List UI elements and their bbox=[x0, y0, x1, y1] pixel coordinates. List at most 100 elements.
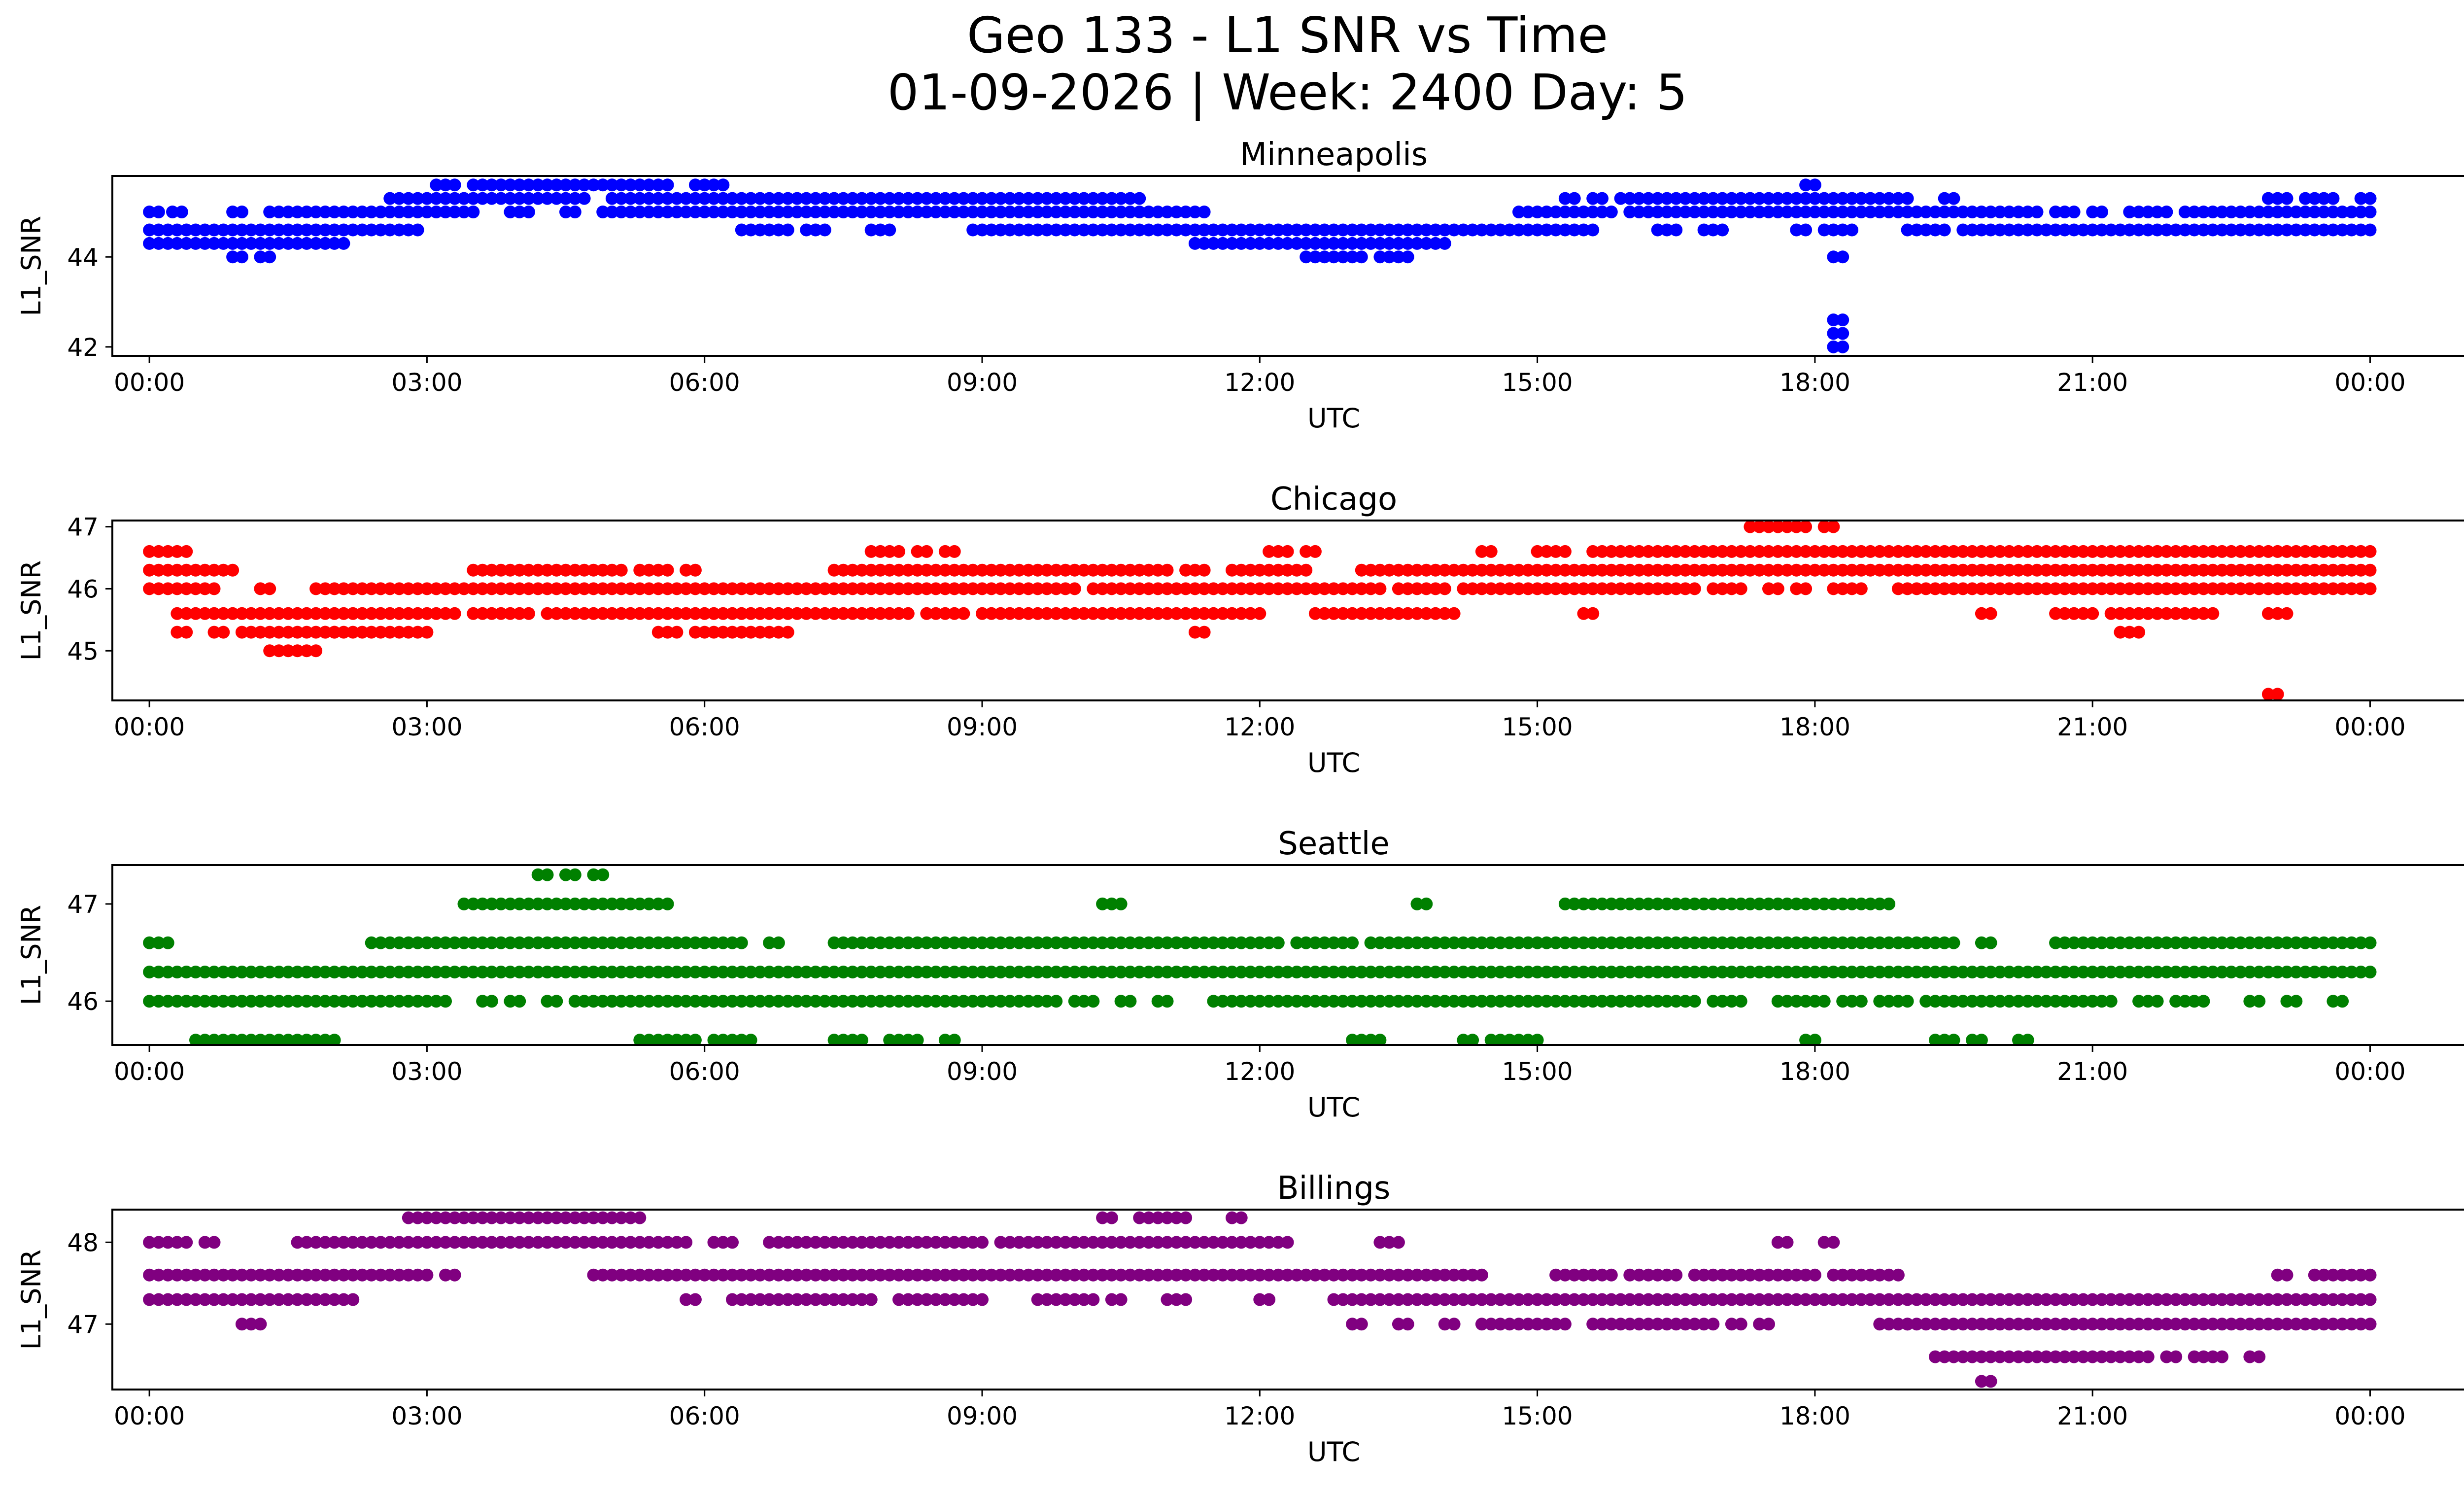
data-point bbox=[1188, 563, 1201, 577]
data-point bbox=[1716, 936, 1729, 949]
data-point bbox=[393, 1268, 406, 1282]
data-point bbox=[605, 936, 618, 949]
data-point bbox=[300, 223, 313, 237]
data-point bbox=[1521, 936, 1535, 949]
data-point bbox=[1891, 206, 1905, 218]
data-point bbox=[328, 237, 341, 250]
data-point bbox=[1938, 936, 1951, 949]
data-point bbox=[309, 995, 323, 1008]
data-point bbox=[291, 223, 304, 237]
data-point bbox=[846, 563, 859, 577]
data-point bbox=[2271, 223, 2284, 237]
data-point bbox=[1096, 966, 1109, 978]
data-point bbox=[1494, 995, 1507, 1008]
data-point bbox=[1124, 563, 1137, 577]
data-point bbox=[1271, 1236, 1285, 1249]
data-point bbox=[318, 237, 332, 250]
data-point bbox=[1984, 545, 1997, 558]
x-tick-label: 18:00 bbox=[1780, 1402, 1850, 1430]
data-point bbox=[485, 995, 498, 1008]
subplot-title: Minneapolis bbox=[1240, 137, 1428, 173]
data-point bbox=[1013, 582, 1026, 595]
data-point bbox=[189, 1293, 202, 1306]
data-point bbox=[1050, 1268, 1063, 1282]
data-point bbox=[2224, 966, 2238, 978]
data-point bbox=[1993, 563, 2007, 577]
data-point bbox=[688, 206, 702, 218]
data-point bbox=[2086, 936, 2099, 949]
data-point bbox=[393, 206, 406, 218]
data-point bbox=[1133, 563, 1146, 577]
data-point bbox=[2104, 582, 2118, 595]
data-point bbox=[420, 1236, 434, 1249]
data-point bbox=[1947, 206, 1960, 218]
data-point bbox=[1484, 995, 1498, 1008]
data-point bbox=[1642, 563, 1655, 577]
data-point bbox=[1179, 582, 1193, 595]
data-point bbox=[2003, 223, 2016, 237]
data-point bbox=[726, 1236, 739, 1249]
data-point bbox=[1207, 582, 1220, 595]
data-point bbox=[1124, 607, 1137, 620]
data-point bbox=[1679, 1293, 1692, 1306]
data-point bbox=[2327, 192, 2340, 205]
data-point bbox=[1531, 1318, 1544, 1331]
data-point bbox=[457, 966, 471, 978]
data-point bbox=[2058, 936, 2071, 949]
data-point bbox=[541, 868, 554, 881]
data-point bbox=[994, 1236, 1007, 1249]
data-point bbox=[346, 607, 360, 620]
data-point bbox=[1938, 206, 1951, 218]
data-point bbox=[578, 1211, 591, 1224]
data-point bbox=[1068, 206, 1081, 218]
data-point bbox=[1568, 966, 1581, 978]
data-point bbox=[2030, 223, 2044, 237]
data-point bbox=[2040, 995, 2053, 1008]
data-point bbox=[559, 1211, 572, 1224]
data-point bbox=[1226, 1268, 1238, 1282]
data-point bbox=[2197, 995, 2210, 1008]
data-point bbox=[2308, 966, 2321, 978]
data-point bbox=[1290, 995, 1303, 1008]
data-point bbox=[1355, 582, 1368, 595]
data-point bbox=[2141, 936, 2155, 949]
data-point bbox=[1364, 966, 1377, 978]
data-point bbox=[337, 206, 350, 218]
data-point bbox=[911, 582, 924, 595]
data-point bbox=[1762, 582, 1775, 595]
data-point bbox=[1929, 966, 1942, 978]
data-point bbox=[1846, 223, 1858, 237]
data-point bbox=[892, 1268, 905, 1282]
data-point bbox=[1614, 545, 1627, 558]
data-point bbox=[1558, 995, 1572, 1008]
data-point bbox=[1873, 966, 1886, 978]
data-point bbox=[2151, 582, 2164, 595]
data-point bbox=[2160, 563, 2173, 577]
data-point bbox=[948, 607, 961, 620]
data-point bbox=[966, 936, 980, 949]
data-point bbox=[1605, 936, 1618, 949]
data-point bbox=[874, 206, 887, 218]
data-point bbox=[1827, 936, 1840, 949]
data-point bbox=[1050, 607, 1063, 620]
data-point bbox=[1688, 966, 1701, 978]
data-point bbox=[920, 1293, 933, 1306]
data-point bbox=[1466, 936, 1479, 949]
data-point bbox=[494, 966, 508, 978]
x-tick-label: 15:00 bbox=[1502, 713, 1573, 741]
data-point bbox=[670, 607, 684, 620]
data-point bbox=[374, 966, 387, 978]
data-point bbox=[874, 1236, 887, 1249]
data-point bbox=[411, 936, 424, 949]
data-point bbox=[1688, 936, 1701, 949]
data-point bbox=[2049, 966, 2062, 978]
data-point bbox=[522, 206, 535, 218]
data-point bbox=[929, 1293, 943, 1306]
data-point bbox=[1558, 1268, 1572, 1282]
data-point bbox=[1281, 1236, 1294, 1249]
data-point bbox=[1633, 936, 1646, 949]
data-point bbox=[1771, 563, 1784, 577]
data-point bbox=[1253, 966, 1266, 978]
data-point bbox=[1013, 1268, 1026, 1282]
data-point bbox=[2104, 1318, 2118, 1331]
